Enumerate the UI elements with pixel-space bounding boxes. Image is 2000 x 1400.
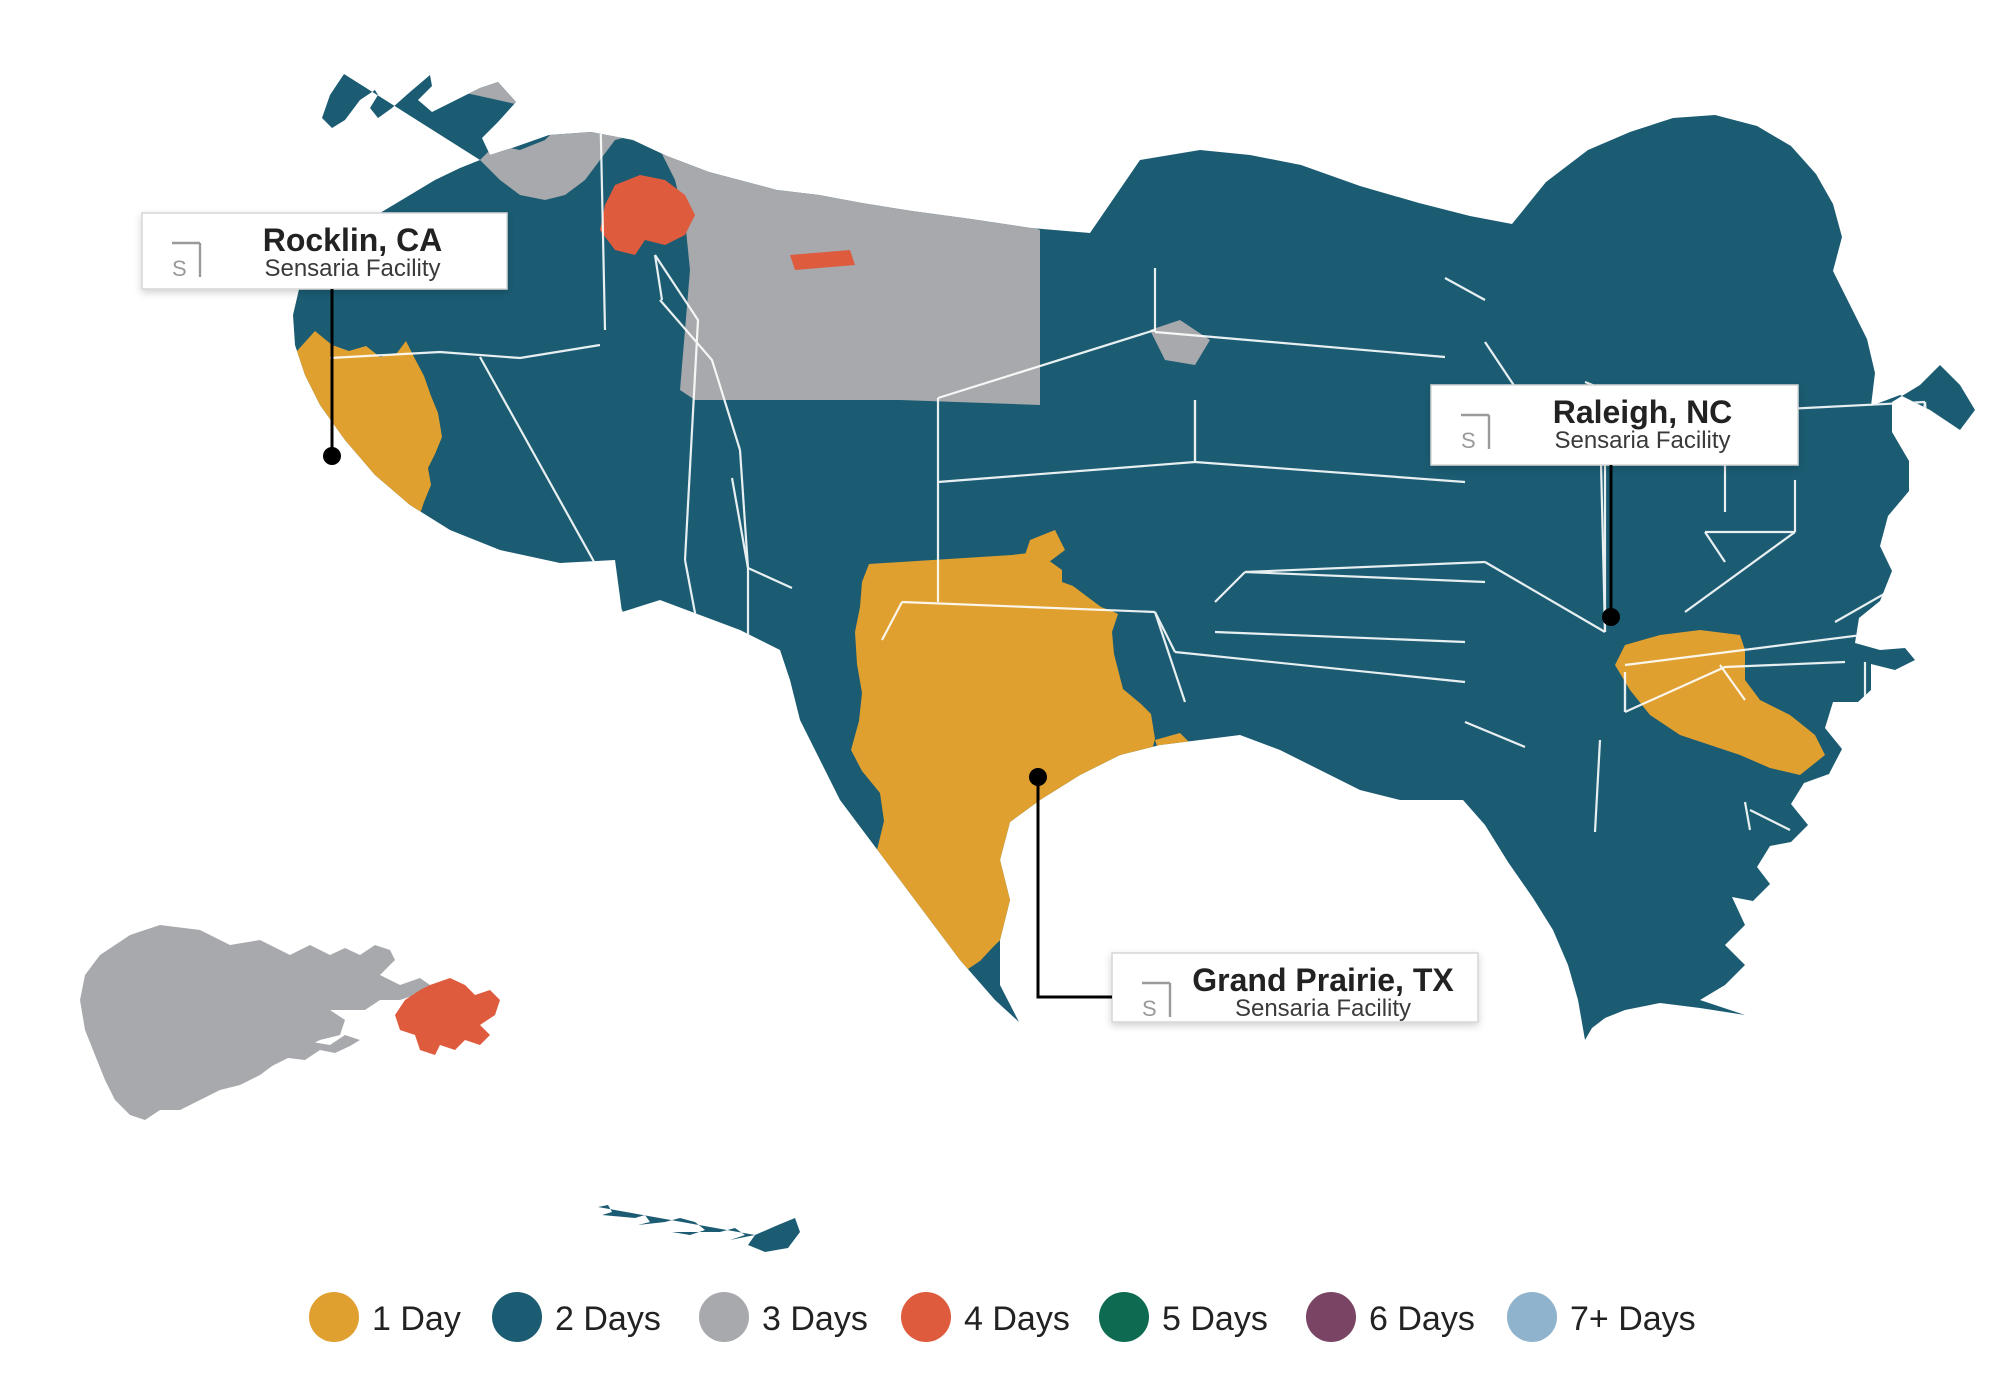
- svg-text:Sensaria Facility: Sensaria Facility: [1235, 995, 1411, 1022]
- svg-text:3 Days: 3 Days: [762, 1300, 868, 1338]
- svg-text:Sensaria Facility: Sensaria Facility: [264, 255, 440, 282]
- svg-text:S: S: [1142, 996, 1157, 1021]
- svg-text:5 Days: 5 Days: [1162, 1300, 1268, 1338]
- svg-text:2 Days: 2 Days: [555, 1300, 661, 1338]
- svg-text:Grand Prairie, TX: Grand Prairie, TX: [1192, 962, 1454, 998]
- svg-text:Raleigh, NC: Raleigh, NC: [1553, 394, 1733, 430]
- svg-text:1 Day: 1 Day: [372, 1300, 461, 1338]
- svg-text:S: S: [1461, 428, 1476, 453]
- svg-text:4 Days: 4 Days: [964, 1300, 1070, 1338]
- svg-text:Rocklin, CA: Rocklin, CA: [263, 222, 443, 258]
- svg-text:6 Days: 6 Days: [1369, 1300, 1475, 1338]
- svg-text:7+ Days: 7+ Days: [1570, 1300, 1696, 1338]
- svg-text:Sensaria Facility: Sensaria Facility: [1554, 427, 1730, 454]
- svg-text:S: S: [172, 256, 187, 281]
